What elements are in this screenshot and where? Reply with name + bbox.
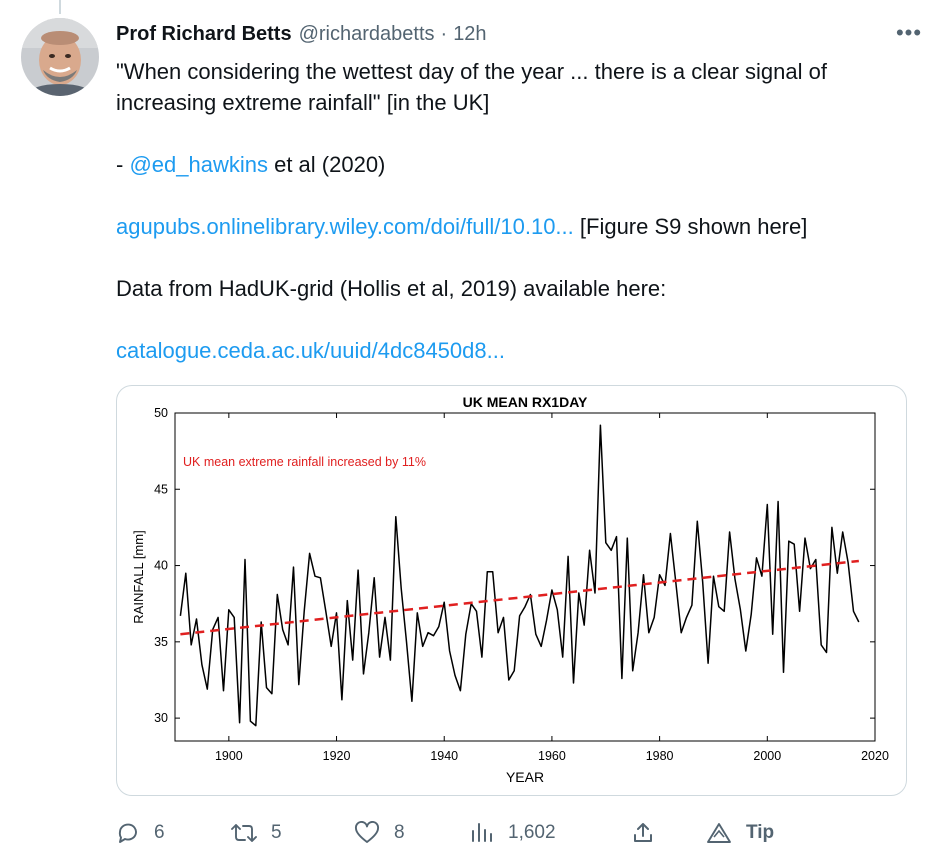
author-name[interactable]: Prof Richard Betts bbox=[116, 22, 292, 45]
tweet-media-chart[interactable]: UK MEAN RX1DAY YEAR RAINFALL [mm] UK mea… bbox=[116, 385, 907, 796]
rainfall-chart: UK MEAN RX1DAY YEAR RAINFALL [mm] UK mea… bbox=[131, 394, 889, 785]
x-tick-label: 1960 bbox=[538, 749, 566, 763]
more-icon: ••• bbox=[895, 20, 923, 45]
y-tick-label: 30 bbox=[154, 711, 168, 725]
reply-icon bbox=[118, 823, 137, 843]
x-tick-label: 1940 bbox=[430, 749, 458, 763]
views-chart-icon bbox=[472, 823, 492, 842]
x-tick-label: 2020 bbox=[861, 749, 889, 763]
x-axis-label: YEAR bbox=[506, 769, 544, 785]
tweet-data-line: Data from HadUK-grid (Hollis et al, 2019… bbox=[116, 276, 667, 301]
avatar[interactable] bbox=[21, 18, 99, 96]
credit-prefix: - bbox=[116, 152, 130, 177]
more-options-button[interactable]: ••• bbox=[891, 18, 927, 48]
axis-ticks: 1900 1920 1940 1960 1980 2000 2020 30 35 40 45 50 bbox=[154, 406, 889, 763]
reply-button[interactable]: 6 bbox=[116, 821, 165, 845]
avatar-photo bbox=[21, 18, 99, 96]
thread-connector-line bbox=[59, 0, 61, 14]
author-handle[interactable]: @richardabetts bbox=[298, 22, 435, 45]
x-tick-label: 1900 bbox=[215, 749, 243, 763]
tweet-quote: "When considering the wettest day of the… bbox=[116, 59, 827, 115]
y-tick-label: 50 bbox=[154, 406, 168, 420]
share-icon bbox=[634, 823, 652, 842]
credit-suffix: et al (2020) bbox=[267, 152, 386, 177]
tweet-header: Prof Richard Betts @richardabetts · 12h bbox=[116, 20, 915, 48]
y-tick-label: 40 bbox=[154, 559, 168, 573]
paper-link[interactable]: agupubs.onlinelibrary.wiley.com/doi/full… bbox=[116, 214, 574, 239]
y-axis-label: RAINFALL [mm] bbox=[131, 530, 146, 623]
tweet-timestamp[interactable]: 12h bbox=[453, 22, 487, 45]
x-tick-label: 1920 bbox=[323, 749, 351, 763]
mention-link[interactable]: @ed_hawkins bbox=[129, 152, 268, 177]
views-count: 1,602 bbox=[508, 822, 556, 843]
retweet-button[interactable]: 5 bbox=[231, 821, 282, 845]
tip-label: Tip bbox=[746, 822, 775, 843]
chart-title: UK MEAN RX1DAY bbox=[463, 394, 588, 410]
heart-icon bbox=[355, 821, 379, 843]
paper-link-suffix: [Figure S9 shown here] bbox=[573, 214, 808, 239]
like-button[interactable]: 8 bbox=[354, 821, 405, 845]
chart-series bbox=[179, 424, 860, 727]
tip-button[interactable]: Tip bbox=[706, 821, 774, 845]
retweet-count: 5 bbox=[271, 822, 282, 843]
retweet-icon bbox=[231, 824, 257, 842]
tweet-credit-line: - @ed_hawkins et al (2020) bbox=[116, 149, 906, 180]
tweet-paper-line: agupubs.onlinelibrary.wiley.com/doi/full… bbox=[116, 211, 906, 242]
tip-icon bbox=[707, 823, 731, 843]
chart-annotation: UK mean extreme rainfall increased by 11… bbox=[183, 455, 426, 469]
plot-frame bbox=[174, 412, 876, 742]
trend-line bbox=[180, 559, 859, 636]
tweet-data-link-line: catalogue.ceda.ac.uk/uuid/4dc8450d8... bbox=[116, 335, 906, 366]
rainfall-series-line bbox=[179, 424, 860, 727]
tweet-text: "When considering the wettest day of the… bbox=[116, 56, 906, 366]
header-separator: · bbox=[440, 22, 448, 45]
y-tick-label: 45 bbox=[154, 482, 168, 496]
like-count: 8 bbox=[394, 822, 405, 843]
reply-count: 6 bbox=[154, 822, 165, 843]
x-tick-label: 1980 bbox=[646, 749, 674, 763]
tweet-actions: 6 5 8 1,602 Tip bbox=[116, 815, 906, 851]
x-tick-label: 2000 bbox=[753, 749, 781, 763]
data-link[interactable]: catalogue.ceda.ac.uk/uuid/4dc8450d8... bbox=[116, 338, 505, 363]
views-button[interactable]: 1,602 bbox=[470, 821, 556, 845]
share-button[interactable] bbox=[631, 821, 669, 845]
y-tick-label: 35 bbox=[154, 635, 168, 649]
